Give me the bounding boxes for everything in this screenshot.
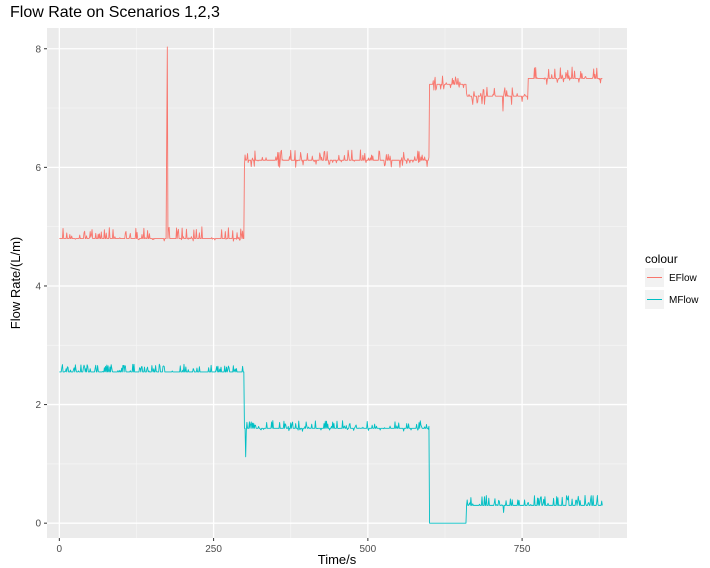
- x-tick-label: 500: [360, 544, 377, 555]
- x-axis-title: Time/s: [318, 552, 357, 567]
- y-tick-label: 8: [35, 44, 41, 55]
- legend-label-mflow: MFlow: [669, 295, 699, 306]
- legend-title: colour: [645, 252, 678, 266]
- y-tick-label: 0: [35, 519, 41, 530]
- legend: colour EFlow MFlow: [645, 252, 699, 309]
- y-tick-label: 2: [35, 400, 41, 411]
- y-tick-label: 6: [35, 163, 41, 174]
- chart-title: Flow Rate on Scenarios 1,2,3: [10, 4, 220, 21]
- series-line-eflow: [59, 46, 603, 242]
- y-axis: 0 2 4 6 8: [35, 44, 47, 530]
- legend-label-eflow: EFlow: [669, 273, 698, 284]
- minor-gridlines: [47, 28, 627, 538]
- series-layer: [59, 46, 603, 524]
- series-line-mflow: [59, 363, 603, 524]
- y-tick-label: 4: [35, 281, 41, 292]
- x-tick-label: 750: [514, 544, 531, 555]
- x-tick-label: 0: [57, 544, 63, 555]
- x-axis: 0 250 500 750: [57, 538, 531, 555]
- major-gridlines: [47, 28, 627, 538]
- y-axis-title: Flow Rate/(L/m): [8, 237, 23, 329]
- plot-panel: [47, 28, 627, 538]
- x-tick-label: 250: [205, 544, 222, 555]
